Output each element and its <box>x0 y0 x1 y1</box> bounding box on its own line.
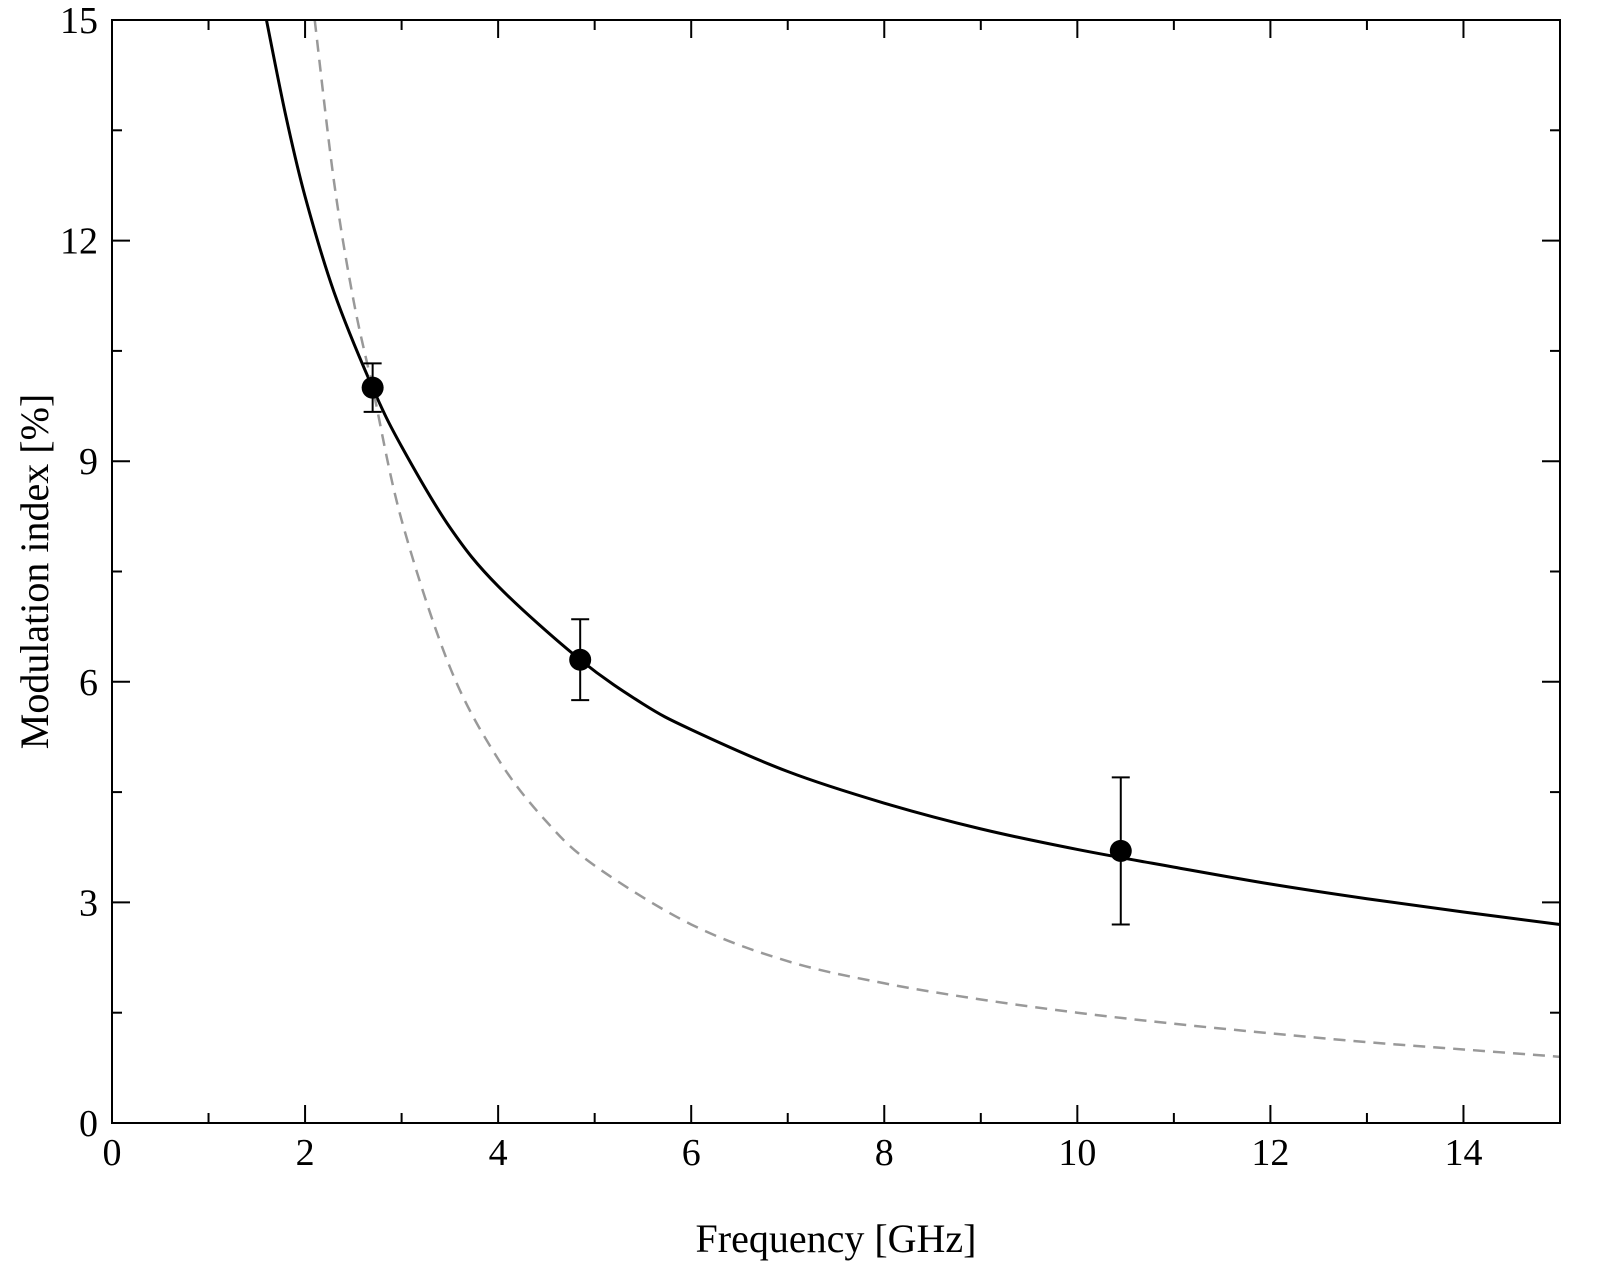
data-point <box>569 648 592 671</box>
x-axis-title: Frequency [GHz] <box>696 1216 977 1261</box>
y-tick-label: 6 <box>79 662 98 704</box>
x-tick-label: 8 <box>875 1132 894 1174</box>
x-tick-label: 0 <box>103 1132 122 1174</box>
x-tick-label: 10 <box>1058 1132 1096 1174</box>
curves-layer <box>264 19 1561 1059</box>
plot-frame <box>111 19 1561 1124</box>
ticks-layer <box>111 19 1561 1124</box>
x-tick-label: 6 <box>682 1132 701 1174</box>
x-tick-label: 4 <box>489 1132 508 1174</box>
x-tick-label: 2 <box>296 1132 315 1174</box>
data-point <box>361 376 384 399</box>
y-tick-label: 3 <box>79 882 98 924</box>
data-point <box>1109 839 1132 862</box>
y-axis-title: Modulation index [%] <box>12 394 57 750</box>
y-tick-label: 15 <box>60 0 98 42</box>
points-layer <box>361 362 1132 926</box>
y-tick-label: 0 <box>79 1103 98 1145</box>
x-tick-label: 12 <box>1251 1132 1289 1174</box>
x-tick-label: 14 <box>1444 1132 1482 1174</box>
solid-fit-curve <box>264 19 1561 926</box>
y-tick-label: 9 <box>79 441 98 483</box>
y-tick-label: 12 <box>60 221 98 263</box>
tick-labels-layer: 0 2 4 6 8 10 12 14 0 3 6 9 12 15 <box>60 0 1482 1174</box>
dashed-model-curve <box>313 19 1561 1059</box>
